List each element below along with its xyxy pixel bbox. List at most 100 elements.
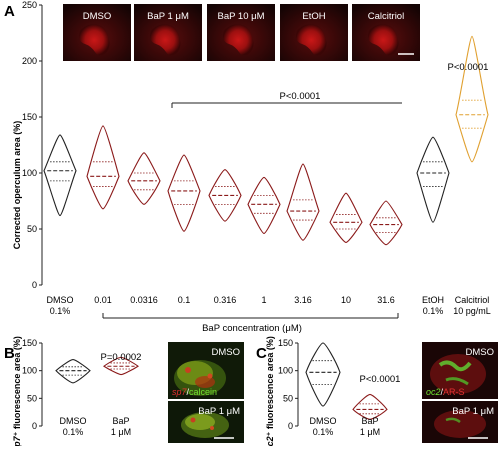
violin-outline-5 (247, 176, 281, 235)
x-tick-label-9: EtOH (422, 295, 444, 305)
x-tick-label-0: DMSO (47, 295, 74, 305)
x-tick-label-0: DMSO (60, 416, 87, 426)
x-tick-label2-0: 0.1% (313, 427, 334, 437)
y-tick-label-3: 150 (278, 338, 293, 348)
x-tick-label-2: 0.0316 (130, 295, 158, 305)
x-tick-label-0: DMSO (310, 416, 337, 426)
panel-c-letter: C (256, 345, 267, 362)
x-tick-label-4: 0.316 (214, 295, 237, 305)
image-a-3: EtOH (280, 4, 348, 61)
panel-c-pval: P<0.0001 (360, 374, 401, 385)
violin-outline-1 (86, 125, 120, 210)
image-a-label-3: EtOH (302, 11, 325, 22)
violin-outline-8 (369, 200, 403, 246)
svg-text:DMSO: DMSO (212, 347, 241, 358)
violin-outline-0 (43, 134, 77, 217)
panel-b-letter: B (4, 345, 15, 362)
image-a-2: BaP 10 μM (207, 4, 275, 61)
violin-7 (329, 192, 363, 243)
violin-outline-0 (55, 359, 91, 384)
x-tick-label-8: 31.6 (377, 295, 395, 305)
panel-a-ylabel: Corrected operculum area (%) (12, 121, 22, 250)
violin-outline-7 (329, 192, 363, 243)
y-tick-label-1: 50 (27, 224, 37, 234)
x-tick-label-10: Calcitriol (455, 295, 490, 305)
panel-b-pval: P=0.0002 (101, 352, 142, 363)
violin-1 (86, 125, 120, 210)
x-tick-label2-9: 0.1% (423, 306, 444, 316)
panel-b-image-top: DMSO sp7/calcein (168, 342, 244, 399)
x-tick-label2-0: 0.1% (63, 427, 84, 437)
violin-1 (103, 356, 139, 376)
violin-9 (416, 136, 450, 223)
y-tick-label-0: 0 (288, 421, 293, 431)
violin-0 (305, 342, 341, 407)
violin-8 (369, 200, 403, 246)
panel-b-axis: 0 50 100 150 (22, 338, 43, 431)
panel-a-pval-group: P<0.0001 (280, 91, 321, 102)
y-tick-label-1: 50 (283, 393, 293, 403)
x-tick-label-1: BaP (112, 416, 129, 426)
image-a-0: DMSO (63, 4, 131, 61)
panel-c-violins (305, 342, 388, 420)
x-tick-label-6: 3.16 (294, 295, 312, 305)
y-tick-label-3: 150 (22, 112, 37, 122)
violin-outline-0 (305, 342, 341, 407)
y-tick-label-0: 0 (32, 280, 37, 290)
y-tick-label-3: 150 (22, 338, 37, 348)
panel-b-ylabel: sp7⁺ fluorescence area (%) (12, 336, 22, 446)
violin-10 (455, 35, 489, 163)
panel-b-violins (55, 356, 139, 384)
image-a-label-2: BaP 10 μM (217, 11, 264, 22)
x-tick-label-1: BaP (361, 416, 378, 426)
violin-outline-10 (455, 35, 489, 163)
x-tick-label-1: 0.01 (94, 295, 112, 305)
x-tick-label-5: 1 (261, 295, 266, 305)
panel-c-ylabel: oc2⁺ fluorescence area (%) (265, 336, 275, 446)
violin-5 (247, 176, 281, 235)
x-tick-label2-10: 10 pg/mL (453, 306, 491, 316)
violin-0 (55, 359, 91, 384)
image-a-label-1: BaP 1 μM (147, 11, 189, 22)
image-a-4: Calcitriol (352, 4, 420, 61)
y-tick-label-2: 100 (278, 366, 293, 376)
violin-0 (43, 134, 77, 217)
y-tick-label-4: 200 (22, 56, 37, 66)
y-tick-label-0: 0 (32, 421, 37, 431)
violin-1 (352, 393, 388, 420)
violin-4 (208, 169, 242, 222)
panel-c-axis: 0 50 100 150 (278, 338, 299, 431)
violin-6 (286, 163, 320, 241)
svg-text:BaP 1 μM: BaP 1 μM (452, 406, 494, 417)
y-tick-label-2: 100 (22, 366, 37, 376)
violin-3 (167, 154, 201, 232)
svg-text:BaP 1 μM: BaP 1 μM (198, 406, 240, 417)
panel-b-legend: sp7/calcein (172, 387, 217, 397)
x-tick-label2-1: 1 μM (360, 427, 380, 437)
image-a-label-0: DMSO (83, 11, 112, 22)
panel-c-legend: oc2/AR-S (426, 387, 465, 397)
violin-2 (127, 152, 161, 205)
panel-a-pval-calcitriol: P<0.0001 (448, 62, 489, 73)
panel-b-image-bottom: BaP 1 μM (168, 401, 244, 443)
panel-a-axis: 0 50 100 150 200 250 (22, 0, 43, 290)
y-tick-label-5: 250 (22, 0, 37, 10)
svg-text:DMSO: DMSO (466, 347, 495, 358)
violin-outline-3 (167, 154, 201, 232)
panel-a-letter: A (4, 3, 15, 20)
violin-outline-1 (352, 393, 388, 420)
violin-outline-9 (416, 136, 450, 223)
violin-outline-2 (127, 152, 161, 205)
violin-outline-6 (286, 163, 320, 241)
panel-a-violins (43, 35, 489, 246)
image-a-label-4: Calcitriol (368, 11, 404, 22)
y-tick-label-2: 100 (22, 168, 37, 178)
x-tick-label2-1: 1 μM (111, 427, 131, 437)
panel-c-image-top: DMSO oc2/AR-S (422, 342, 498, 399)
x-tick-label2-0: 0.1% (50, 306, 71, 316)
x-tick-label-3: 0.1 (178, 295, 191, 305)
